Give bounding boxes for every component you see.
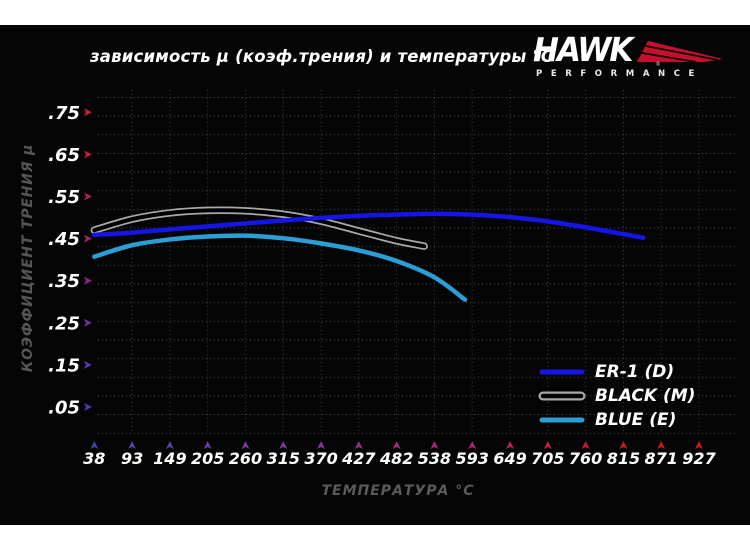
series-black-line bbox=[92, 208, 427, 249]
x-tick-label: 927 bbox=[682, 449, 716, 468]
legend-swatch-er1 bbox=[539, 369, 585, 375]
x-tick-arrow bbox=[354, 441, 363, 449]
x-tick-arrow bbox=[90, 441, 99, 449]
series-er1-line bbox=[92, 211, 646, 241]
legend: ER-1 (D) BLACK (M) BLUE (E) bbox=[538, 360, 695, 432]
x-tick-arrow bbox=[619, 441, 628, 449]
legend-item-blue: BLUE (E) bbox=[538, 408, 695, 432]
series-blue-line bbox=[92, 233, 468, 302]
y-axis-title: КОЭФФИЦИЕНТ ТРЕНИЯ μ bbox=[20, 143, 36, 373]
legend-item-black: BLACK (M) bbox=[538, 384, 695, 408]
x-tick-label: 871 bbox=[645, 449, 678, 468]
y-tick-label: .25 bbox=[48, 313, 80, 334]
x-tick-arrow bbox=[506, 441, 515, 449]
x-tick-label: 38 bbox=[83, 449, 105, 468]
legend-label-er1: ER-1 (D) bbox=[595, 362, 675, 382]
y-tick-label: .75 bbox=[48, 103, 80, 124]
x-tick-label: 315 bbox=[267, 449, 300, 468]
chart-panel bbox=[0, 25, 750, 525]
performance-subtitle: PERFORMANCE bbox=[536, 69, 703, 79]
x-tick-arrow bbox=[695, 441, 703, 449]
x-tick-arrow bbox=[165, 441, 174, 449]
y-tick-label: .35 bbox=[48, 271, 80, 292]
x-tick-label: 370 bbox=[304, 449, 337, 468]
x-tick-arrow bbox=[468, 441, 477, 449]
legend-swatch-black bbox=[538, 391, 586, 401]
x-tick-arrow bbox=[581, 441, 590, 449]
x-tick-label: 815 bbox=[607, 449, 640, 468]
x-tick-label: 593 bbox=[456, 449, 489, 468]
hawk-wing-icon bbox=[637, 41, 724, 63]
legend-label-blue: BLUE (E) bbox=[595, 410, 677, 430]
y-tick-label: .45 bbox=[48, 229, 80, 250]
y-tick-arrow bbox=[84, 360, 92, 369]
hawk-logo: HAWK ® PERFORMANCE bbox=[533, 31, 738, 79]
x-tick-label: 149 bbox=[153, 449, 186, 468]
y-tick-arrow bbox=[84, 403, 92, 411]
x-tick-arrow bbox=[279, 441, 288, 449]
x-tick-arrow bbox=[128, 441, 137, 449]
x-tick-label: 482 bbox=[379, 449, 413, 468]
x-tick-arrow bbox=[392, 441, 401, 449]
x-tick-label: 649 bbox=[493, 449, 526, 468]
y-tick-arrow bbox=[84, 150, 92, 159]
y-tick-label: .15 bbox=[48, 355, 80, 376]
y-tick-arrow bbox=[84, 108, 92, 117]
x-tick-label: 705 bbox=[531, 449, 564, 468]
x-tick-arrow bbox=[203, 441, 212, 449]
y-tick-label: .55 bbox=[48, 187, 80, 208]
x-tick-arrow bbox=[543, 441, 552, 449]
x-tick-label: 93 bbox=[121, 449, 143, 468]
y-tick-arrow bbox=[84, 276, 92, 285]
x-axis-title: ТЕМПЕРАТУРА °C bbox=[321, 483, 475, 499]
hawk-wordmark: HAWK bbox=[533, 31, 633, 70]
legend-label-black: BLACK (M) bbox=[595, 386, 696, 406]
legend-swatch-blue bbox=[539, 417, 585, 423]
x-tick-arrow bbox=[430, 441, 439, 449]
y-tick-arrow bbox=[84, 318, 92, 327]
x-tick-arrow bbox=[317, 441, 326, 449]
registered-mark: ® bbox=[655, 61, 661, 68]
x-tick-label: 260 bbox=[229, 449, 262, 468]
x-tick-label: 538 bbox=[418, 449, 451, 468]
y-tick-arrow bbox=[84, 192, 92, 201]
y-tick-arrow bbox=[84, 234, 92, 243]
x-tick-arrow bbox=[657, 441, 666, 449]
x-tick-label: 427 bbox=[341, 449, 376, 468]
x-tick-label: 205 bbox=[191, 449, 224, 468]
y-tick-label: .65 bbox=[48, 145, 80, 166]
legend-item-er1: ER-1 (D) bbox=[538, 360, 695, 384]
x-tick-label: 760 bbox=[569, 449, 602, 468]
chart-title: зависимость μ (коэф.трения) и температур… bbox=[90, 47, 554, 66]
y-tick-label: .05 bbox=[48, 398, 80, 419]
x-tick-arrow bbox=[241, 441, 250, 449]
